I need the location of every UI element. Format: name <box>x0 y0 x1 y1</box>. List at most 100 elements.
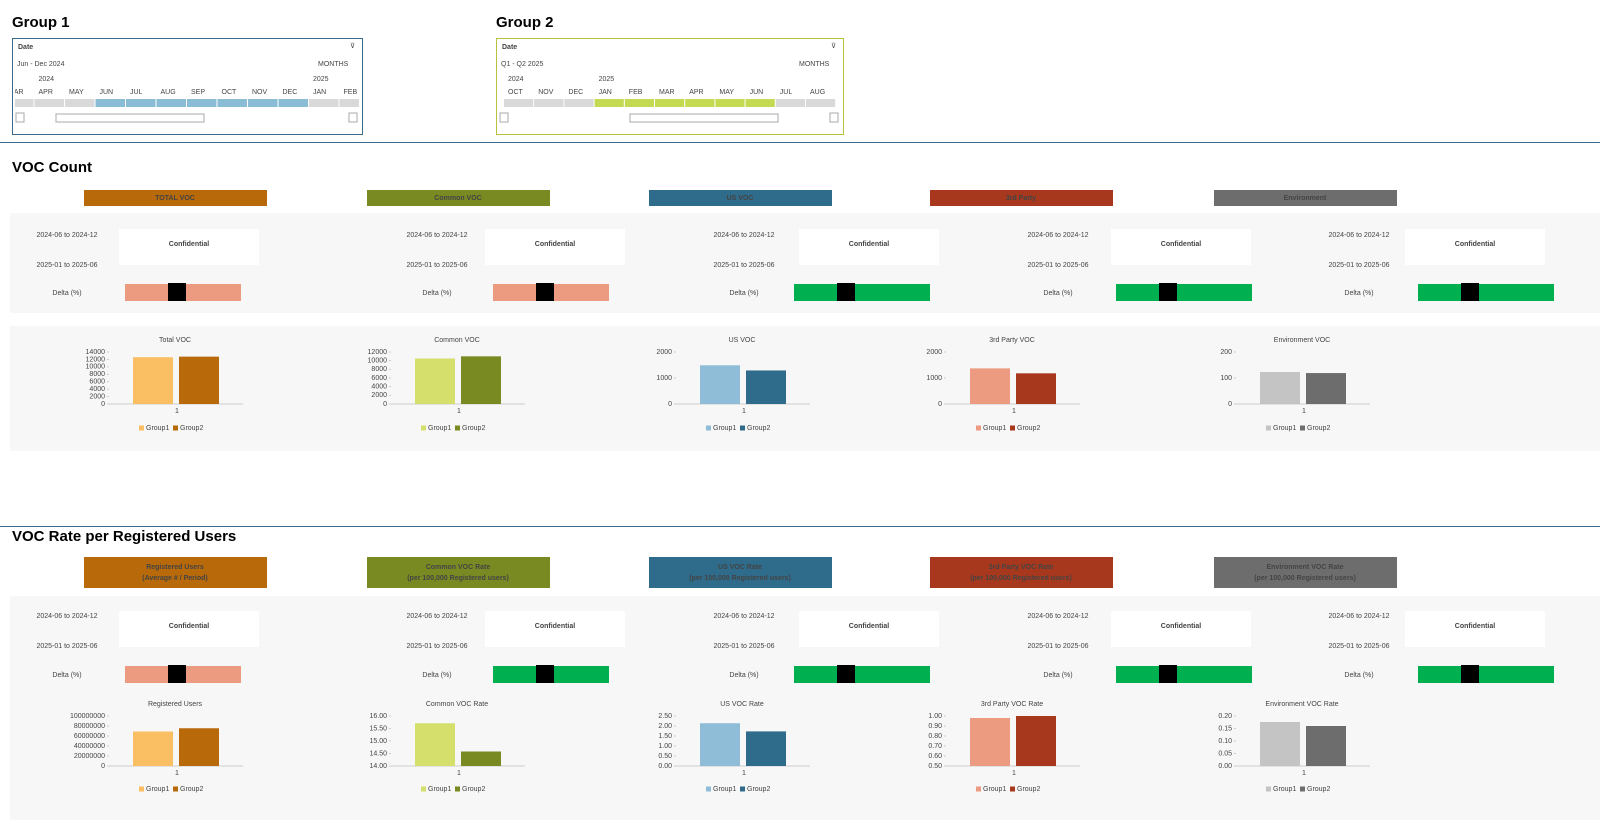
month-label: FEB <box>629 89 643 96</box>
y-tick-label: 100000000 <box>70 713 105 720</box>
month-cell[interactable] <box>504 99 534 107</box>
month-cell[interactable] <box>339 99 370 107</box>
bar <box>1306 373 1346 404</box>
card-header <box>1214 557 1397 588</box>
y-tick-label: 1000 <box>656 375 672 382</box>
section-title: VOC Count <box>12 159 92 176</box>
row-label: 2024-06 to 2024-12 <box>1328 232 1389 239</box>
month-cell[interactable] <box>217 99 248 107</box>
y-tick-label: 4000 <box>371 384 387 391</box>
redaction <box>1159 283 1177 301</box>
bar <box>700 723 740 766</box>
legend-label: Group1 <box>713 425 736 432</box>
time-unit[interactable]: MONTHS <box>318 61 349 68</box>
row-label: 2024-06 to 2024-12 <box>713 613 774 620</box>
month-cell[interactable] <box>65 99 95 107</box>
month-cell[interactable] <box>685 99 715 107</box>
y-tick-label: 12000 <box>368 349 388 356</box>
month-label: JUN <box>750 89 764 96</box>
scroll-left[interactable] <box>15 112 25 123</box>
scroll-thumb[interactable] <box>55 113 205 123</box>
month-cell[interactable] <box>34 99 65 107</box>
month-cell[interactable] <box>775 99 805 107</box>
mask-box <box>1111 229 1251 265</box>
chart-title: US VOC <box>729 337 756 344</box>
card-header-text: Registered Users <box>146 564 204 571</box>
legend-label: Group1 <box>713 786 736 793</box>
redaction <box>168 283 186 301</box>
scroll-left[interactable] <box>499 112 509 123</box>
month-cell[interactable] <box>624 99 654 107</box>
x-tick-label: 1 <box>175 408 179 415</box>
clear-filter[interactable]: ⊽ <box>831 42 836 50</box>
month-cell[interactable] <box>806 99 836 107</box>
month-cell[interactable] <box>715 99 745 107</box>
month-cell[interactable] <box>594 99 624 107</box>
month-label: NOV <box>252 89 268 96</box>
legend-swatch <box>421 425 426 431</box>
chart-title: Total VOC <box>159 337 191 344</box>
row-label: Delta (%) <box>1043 290 1072 297</box>
legend-label: Group2 <box>462 425 485 432</box>
month-label: SEP <box>191 89 205 96</box>
mask-box <box>1405 611 1545 647</box>
mask-box <box>1405 229 1545 265</box>
month-label: JAN <box>599 89 612 96</box>
y-tick-label: 0.70 <box>928 743 942 750</box>
redaction <box>837 283 855 301</box>
bar <box>700 365 740 404</box>
month-cell[interactable] <box>278 99 309 107</box>
month-cell[interactable] <box>4 99 34 107</box>
group-title: Group 1 <box>12 14 70 31</box>
x-tick-label: 1 <box>742 770 746 777</box>
legend-swatch <box>455 786 460 792</box>
card-header-text: (per 100,000 Registered users) <box>1254 575 1356 582</box>
month-cell[interactable] <box>655 99 685 107</box>
bar <box>133 357 173 404</box>
y-tick-label: 1.00 <box>928 713 942 720</box>
legend-swatch <box>1010 425 1015 431</box>
clear-filter[interactable]: ⊽ <box>350 42 355 50</box>
time-unit[interactable]: MONTHS <box>799 61 830 68</box>
y-tick-label: 0 <box>1228 401 1232 408</box>
y-tick-label: 10000 <box>86 364 106 371</box>
redaction <box>536 665 554 683</box>
month-cell[interactable] <box>309 99 339 107</box>
y-tick-label: 80000000 <box>74 723 105 730</box>
scroll-thumb[interactable] <box>629 113 779 123</box>
month-cell[interactable] <box>534 99 564 107</box>
legend-swatch <box>173 786 178 792</box>
month-cell[interactable] <box>564 99 594 107</box>
mask-box <box>799 229 939 265</box>
month-cell[interactable] <box>156 99 187 107</box>
chart-title: 3rd Party VOC <box>989 337 1035 344</box>
scroll-right[interactable] <box>829 112 839 123</box>
legend-label: Group1 <box>428 786 451 793</box>
y-tick-label: 1.00 <box>658 743 672 750</box>
row-label: 2024-06 to 2024-12 <box>406 232 467 239</box>
mask-text: Confidential <box>1161 241 1201 248</box>
month-cell[interactable] <box>126 99 156 107</box>
month-cell[interactable] <box>745 99 775 107</box>
month-cell[interactable] <box>187 99 217 107</box>
row-label: Delta (%) <box>1344 290 1373 297</box>
legend-swatch <box>740 425 745 431</box>
row-label: 2024-06 to 2024-12 <box>713 232 774 239</box>
scroll-right[interactable] <box>348 112 358 123</box>
card-header-text: Common VOC Rate <box>426 564 491 571</box>
year-label: 2025 <box>313 76 329 83</box>
month-cell[interactable] <box>248 99 278 107</box>
mask-box <box>1111 611 1251 647</box>
row-label: 2024-06 to 2024-12 <box>36 232 97 239</box>
bar <box>1016 716 1056 766</box>
bar <box>133 731 173 766</box>
row-label: 2024-06 to 2024-12 <box>406 613 467 620</box>
redaction <box>837 665 855 683</box>
y-tick-label: 0.60 <box>928 753 942 760</box>
y-tick-label: 100 <box>1220 375 1232 382</box>
month-cell[interactable] <box>95 99 126 107</box>
legend-label: Group2 <box>1307 786 1330 793</box>
month-label: MAY <box>69 89 84 96</box>
month-label: MAR <box>659 89 675 96</box>
